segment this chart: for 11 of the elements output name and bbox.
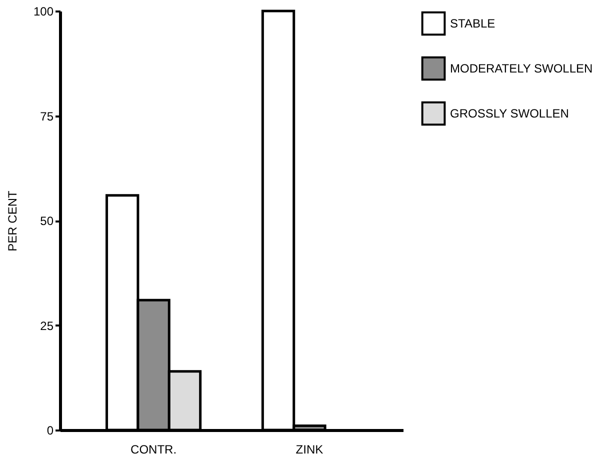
- legend-label: MODERATELY SWOLLEN: [450, 62, 593, 76]
- x-tick-label: ZINK: [296, 442, 324, 456]
- y-tick-label: 50: [40, 214, 54, 228]
- y-tick-label: 100: [33, 4, 54, 18]
- y-tick-label: 25: [40, 318, 54, 333]
- y-tick-label: 75: [40, 109, 54, 124]
- y-tick-label: 0: [46, 424, 54, 438]
- legend-label: STABLE: [450, 16, 496, 30]
- legend-label: GROSSLY SWOLLEN: [450, 106, 569, 120]
- y-axis-title: PER CENT: [5, 190, 20, 252]
- x-tick-label: CONTR.: [130, 442, 177, 456]
